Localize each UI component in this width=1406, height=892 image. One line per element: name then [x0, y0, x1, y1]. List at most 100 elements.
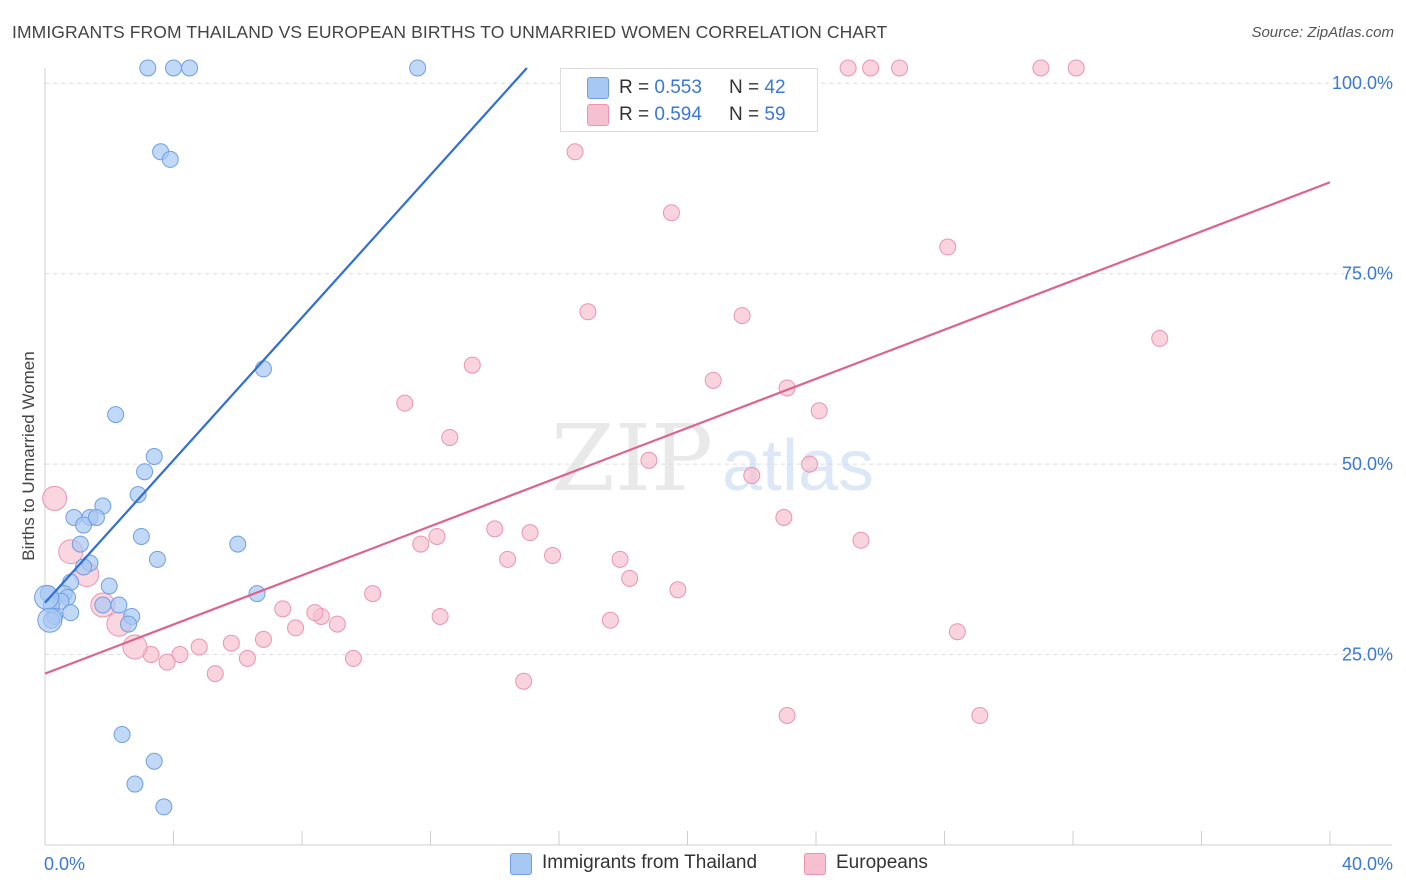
- europeans-point: [254, 630, 272, 648]
- europeans-point: [733, 307, 751, 325]
- europeans-point: [158, 653, 176, 671]
- axis-layer: [44, 68, 1392, 846]
- thailand-point: [120, 615, 138, 633]
- thailand-point: [145, 448, 163, 465]
- europeans-point: [274, 600, 292, 618]
- legend-r-label: R =: [619, 77, 650, 98]
- europeans-point: [42, 485, 68, 511]
- europeans-point: [948, 623, 966, 641]
- europeans-point: [287, 619, 305, 637]
- europeans-trend-line: [44, 181, 1331, 675]
- correlation-legend: R = 0.553 N = 42 R = 0.594 N = 59: [560, 68, 818, 132]
- thailand-point: [87, 508, 105, 526]
- europeans-point: [428, 527, 446, 545]
- europeans-point: [190, 638, 208, 656]
- europeans-point: [222, 634, 240, 652]
- europeans-point: [486, 520, 504, 538]
- x-tick-label: 40.0%: [1342, 854, 1393, 874]
- europeans-point: [521, 524, 539, 542]
- thailand-point: [254, 360, 272, 378]
- europeans-point: [704, 371, 722, 389]
- europeans-point: [431, 607, 449, 625]
- y-axis-label: Births to Unmarried Women: [19, 351, 38, 560]
- europeans-point: [801, 455, 819, 473]
- europeans-point: [1151, 329, 1169, 347]
- europeans-point: [171, 646, 189, 664]
- thailand-point: [155, 798, 173, 816]
- europeans-point: [939, 238, 957, 256]
- thailand-point: [181, 59, 199, 77]
- y-tick-label: 75.0%: [1342, 264, 1393, 284]
- legend-r-label: R =: [619, 104, 650, 125]
- thailand-point: [107, 406, 125, 424]
- legend-r-europeans: R = 0.594: [619, 104, 702, 126]
- grid-layer: [45, 82, 1392, 656]
- thailand-points: [34, 59, 427, 816]
- europeans-point: [601, 611, 619, 629]
- series-label-europeans: Europeans: [836, 852, 928, 873]
- europeans-points: [42, 59, 1169, 724]
- europeans-point: [412, 535, 430, 553]
- europeans-point: [566, 143, 584, 161]
- europeans-point: [839, 59, 857, 77]
- legend-r-thailand: R = 0.553: [619, 77, 702, 99]
- europeans-point: [775, 508, 793, 526]
- thailand-point: [136, 463, 154, 481]
- europeans-point: [971, 707, 989, 724]
- thailand-point: [34, 584, 60, 610]
- y-tick-label: 100.0%: [1332, 73, 1393, 93]
- thailand-point: [71, 535, 89, 553]
- thailand-point: [229, 535, 247, 553]
- europeans-point: [544, 547, 562, 565]
- legend-n-label: N =: [729, 77, 760, 98]
- thailand-point: [139, 59, 157, 77]
- series-legend: Immigrants from Thailand Europeans: [0, 852, 1406, 878]
- series-swatch-europeans: [804, 853, 826, 875]
- watermark: ZIP atlas: [551, 405, 874, 512]
- europeans-point: [499, 550, 517, 568]
- thailand-point: [165, 59, 182, 77]
- europeans-point: [778, 707, 796, 724]
- thailand-point: [145, 752, 163, 770]
- legend-swatch-europeans: [587, 104, 609, 126]
- legend-r-value: 0.553: [654, 77, 702, 98]
- europeans-point: [579, 303, 597, 321]
- thailand-point: [37, 607, 63, 633]
- y-tick-label: 25.0%: [1342, 645, 1393, 665]
- europeans-point: [206, 665, 224, 683]
- legend-n-value: 59: [764, 104, 786, 125]
- legend-n-value: 42: [764, 77, 786, 98]
- tick-labels: 25.0% 50.0% 75.0% 100.0% 0.0% 40.0%: [44, 73, 1393, 874]
- europeans-point: [810, 402, 828, 420]
- europeans-point: [743, 467, 761, 485]
- series-swatch-thailand: [510, 853, 532, 875]
- watermark-zip: ZIP: [551, 405, 713, 512]
- europeans-point: [463, 356, 481, 374]
- europeans-point: [669, 581, 687, 599]
- thailand-point: [113, 726, 131, 744]
- thailand-point: [62, 604, 80, 622]
- legend-swatch-thailand: [587, 77, 609, 99]
- thailand-point: [75, 516, 93, 534]
- x-tick-label: 0.0%: [44, 854, 85, 874]
- source-label: Source: ZipAtlas.com: [1251, 24, 1394, 41]
- legend-n-europeans: N = 59: [729, 104, 786, 126]
- europeans-point: [306, 604, 324, 622]
- europeans-point: [441, 428, 459, 446]
- europeans-point: [640, 451, 658, 469]
- thailand-point: [409, 59, 427, 77]
- europeans-point: [238, 649, 256, 667]
- europeans-point: [1067, 59, 1085, 77]
- europeans-point: [862, 59, 880, 77]
- europeans-point: [344, 649, 362, 667]
- europeans-point: [852, 531, 870, 549]
- europeans-point: [1032, 59, 1050, 77]
- trend-lines: [44, 67, 1331, 675]
- thailand-point: [129, 486, 147, 504]
- thailand-point: [94, 596, 112, 614]
- thailand-point: [126, 775, 144, 793]
- europeans-point: [515, 672, 533, 690]
- europeans-point: [364, 585, 382, 603]
- legend-r-value: 0.594: [654, 104, 702, 125]
